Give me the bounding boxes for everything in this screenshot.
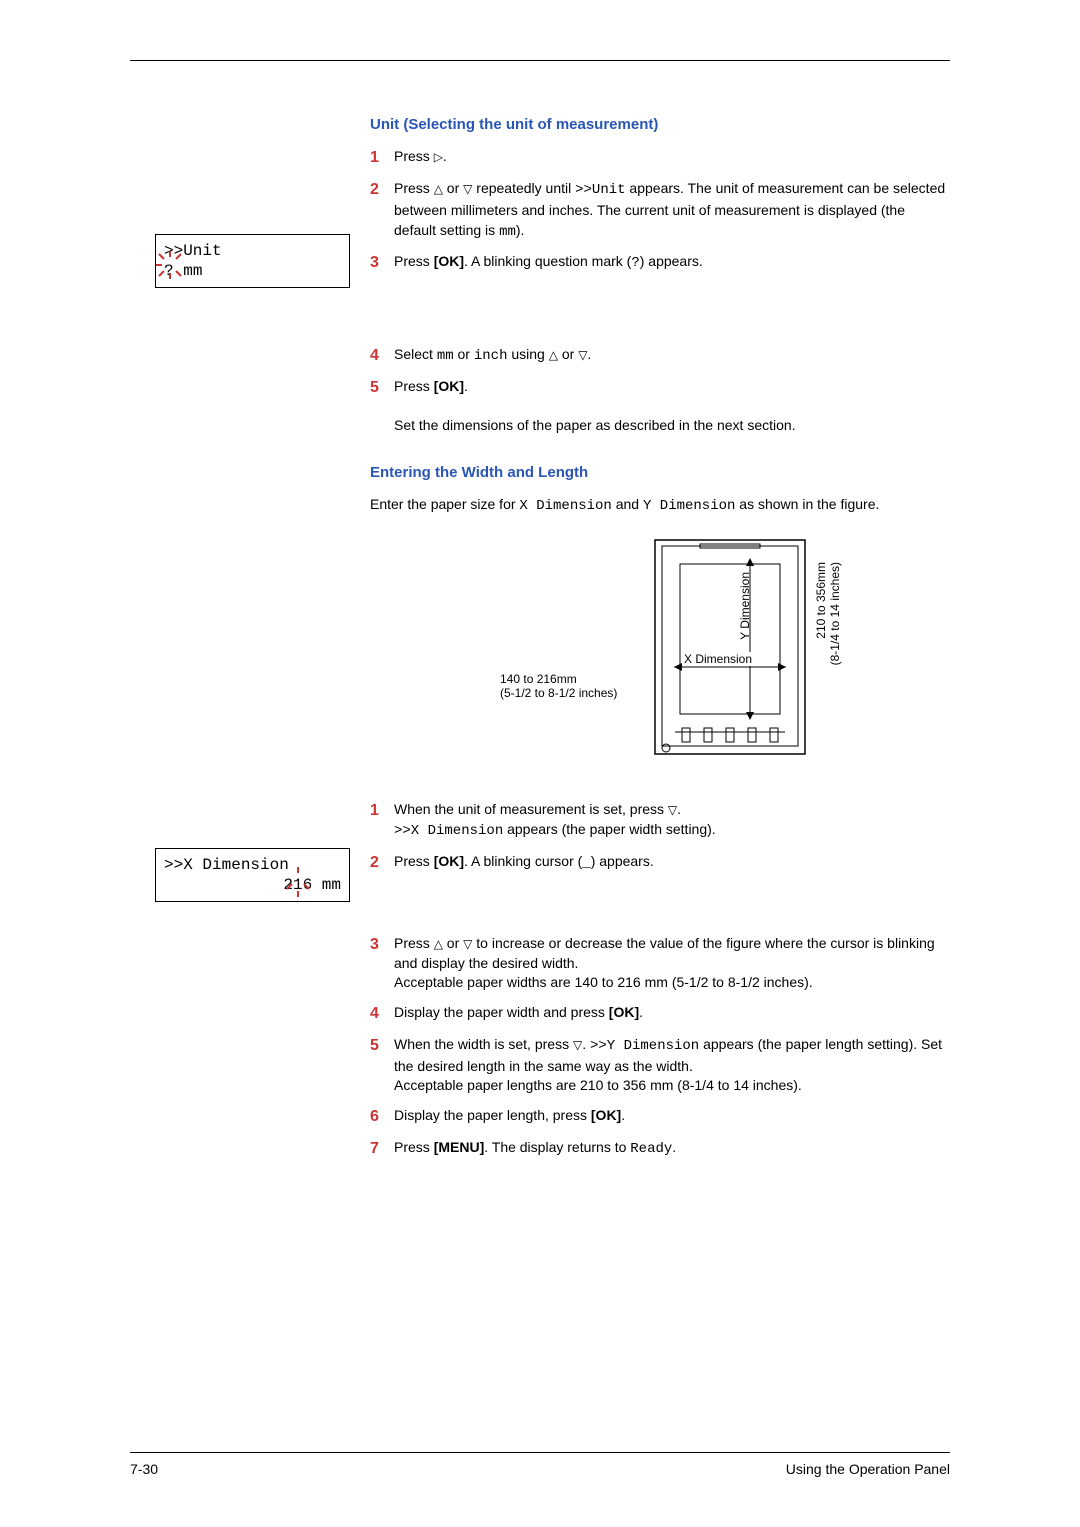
blink-cursor: 216 [283,875,312,895]
step-body: Press [MENU]. The display returns to Rea… [394,1138,950,1160]
section-heading: Unit (Selecting the unit of measurement) [370,116,950,133]
lcd-unit-box: >>Unit ? mm [155,234,350,288]
up-triangle-icon: △ [434,181,443,198]
steps-list-2: 1 When the unit of measurement is set, p… [370,800,950,1160]
page-number: 7-30 [130,1461,158,1477]
top-rule [130,60,950,61]
step-body: Display the paper width and press [OK]. [394,1003,950,1025]
footer: 7-30 Using the Operation Panel [130,1432,950,1477]
step-body: Press [OK]. A blinking question mark (?)… [394,252,950,274]
fig-height-range2: (8-1/4 to 14 inches) [828,562,842,665]
step-body: Press △ or ▽ to increase or decrease the… [394,934,950,993]
section-lead: Enter the paper size for X Dimension and… [370,495,950,517]
step-num: 2 [370,852,394,874]
fig-width-range: 140 to 216mm [500,672,577,686]
lcd-line: ? mm [164,261,341,281]
down-triangle-icon: ▽ [573,1037,582,1054]
step-body: Select mm or inch using △ or ▽. [394,345,950,367]
step-num: 1 [370,800,394,841]
step-num: 7 [370,1138,394,1160]
right-triangle-icon: ▷ [434,149,443,166]
right-column: Unit (Selecting the unit of measurement)… [370,116,950,1171]
figure-wrap: X Dimension Y Dimension 140 to 216mm (5-… [370,532,950,772]
blink-question: ? [164,261,174,281]
page-content: >>Unit ? mm >>X Dimensi [130,116,950,1171]
lcd-line: >>Unit [164,241,341,261]
fig-height-range1: 210 to 356mm [814,562,828,639]
fig-y-label: Y Dimension [738,572,752,640]
steps-list-1: 1 Press ▷. 2 Press △ or ▽ repeatedly unt… [370,147,950,436]
footer-right: Using the Operation Panel [786,1461,950,1477]
step-num: 5 [370,1035,394,1096]
step-body: When the unit of measurement is set, pre… [394,800,950,841]
step-body: Press [OK].Set the dimensions of the pap… [394,377,950,436]
step-body: Display the paper length, press [OK]. [394,1106,950,1128]
step-body: Press [OK]. A blinking cursor (_) appear… [394,852,950,874]
step-body: Press ▷. [394,147,950,169]
section-heading: Entering the Width and Length [370,464,950,481]
up-triangle-icon: △ [434,936,443,953]
step-num: 3 [370,934,394,993]
step-num: 4 [370,345,394,367]
fig-x-label: X Dimension [682,652,754,666]
step-num: 2 [370,179,394,242]
step-num: 3 [370,252,394,274]
step-num: 4 [370,1003,394,1025]
down-triangle-icon: ▽ [463,936,472,953]
left-column: >>Unit ? mm >>X Dimensi [130,116,350,1171]
fig-width-range2: (5-1/2 to 8-1/2 inches) [500,686,617,700]
step-num: 5 [370,377,394,436]
up-triangle-icon: △ [549,347,558,364]
down-triangle-icon: ▽ [668,802,677,819]
step-num: 1 [370,147,394,169]
step-num: 6 [370,1106,394,1128]
paper-figure: X Dimension Y Dimension 140 to 216mm (5-… [460,532,860,772]
down-triangle-icon: ▽ [463,181,472,198]
lcd-xdim-box: >>X Dimension 216 mm [155,848,350,902]
paper-figure-svg [460,532,860,772]
step-body: Press △ or ▽ repeatedly until >>Unit app… [394,179,950,242]
lcd-line: 216 mm [164,875,341,895]
step-body: When the width is set, press ▽. >>Y Dime… [394,1035,950,1096]
